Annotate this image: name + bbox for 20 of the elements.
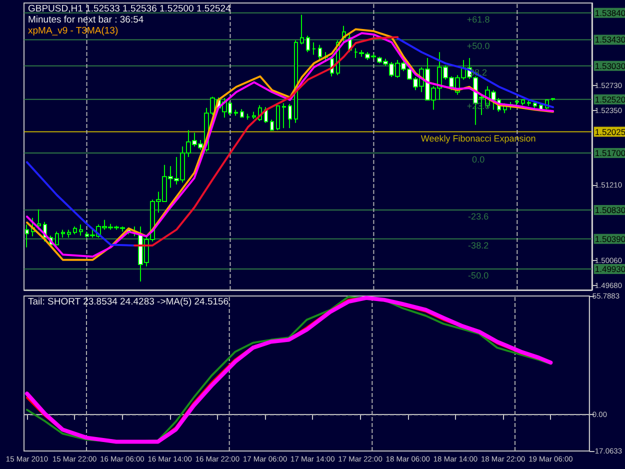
text: Minutes for next bar : 36:54: [28, 14, 144, 26]
chart-title: Tail: SHORT 23.8534 24.4283 ->MA(5) 24.5156: [28, 296, 229, 308]
ref-line-label: 1.53840: [594, 8, 625, 18]
ref-line-label: 1.50830: [594, 205, 625, 216]
annotation: 0.0: [472, 154, 485, 165]
chart-title: GBPUSD,H1 1.52533 1.52536 1.52500 1.52524: [28, 4, 231, 14]
annotation: +50.0: [466, 41, 490, 52]
annotation: Weekly Fibonacci Expansion: [420, 133, 536, 144]
ref-line-label: 1.53430: [594, 34, 625, 45]
ref-line-label: 1.49930: [594, 264, 625, 274]
text: xpMA_v9 - T3MA(13): [28, 26, 118, 36]
ref-line-label: 1.52520: [594, 94, 625, 104]
ref-line-label: 1.50390: [594, 234, 625, 244]
ref-line-label: 1.52025: [594, 126, 625, 137]
annotation: -23.6: [468, 212, 489, 222]
annotation: +61.8: [466, 14, 490, 24]
ref-line-label: 1.51700: [594, 148, 625, 158]
annotation: -50.0: [468, 270, 489, 281]
ref-line-label: 1.53030: [594, 60, 625, 71]
annotation: -38.2: [468, 240, 489, 250]
